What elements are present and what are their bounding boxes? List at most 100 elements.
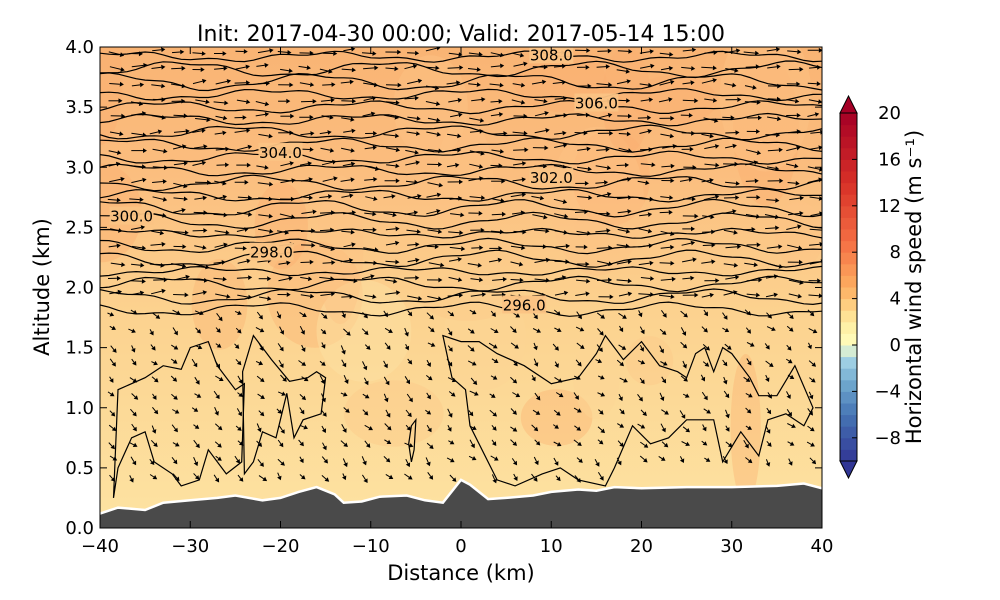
wind-arrow: [746, 277, 763, 283]
wind-arrow: [131, 245, 147, 251]
wind-arrow: [576, 112, 590, 118]
wind-arrow: [194, 195, 207, 201]
wind-arrow: [510, 326, 517, 333]
wind-arrow: [278, 260, 291, 266]
wind-arrow: [617, 440, 624, 447]
speed-patch: [420, 274, 515, 321]
y-axis: 0.0 0.5 1.0 1.5 2.0 2.5 3.0 3.5 4.0: [65, 37, 822, 539]
colorbar-segment: [840, 449, 857, 462]
wind-arrow: [172, 473, 180, 482]
wind-arrow: [490, 328, 499, 333]
wind-arrow: [533, 342, 538, 351]
colorbar-segment: [840, 403, 857, 416]
wind-arrow: [469, 163, 484, 169]
wind-arrow: [468, 51, 483, 57]
wind-arrow: [702, 424, 707, 432]
wind-arrow: [320, 409, 327, 417]
wind-arrow: [450, 212, 465, 218]
wind-arrow: [341, 67, 356, 73]
wind-arrow: [490, 52, 505, 58]
wind-arrow: [680, 341, 688, 349]
wind-arrow: [743, 227, 756, 232]
wind-arrow: [342, 473, 347, 481]
colorbar-segment: [840, 263, 857, 276]
wind-arrow: [682, 360, 687, 369]
wind-arrow: [743, 50, 760, 56]
wind-arrow: [639, 212, 653, 217]
wind-arrow: [703, 408, 711, 414]
wind-arrow: [342, 278, 358, 284]
wind-arrow: [554, 130, 567, 136]
wind-arrow: [428, 262, 445, 268]
wind-arrow: [280, 68, 293, 74]
wind-arrow: [404, 473, 413, 480]
wind-arrow: [596, 245, 613, 251]
wind-arrow: [702, 214, 715, 220]
wind-arrow: [534, 128, 550, 134]
wind-arrow: [701, 65, 717, 71]
wind-arrow: [660, 244, 675, 250]
isentrope-line: [100, 60, 822, 79]
wind-arrow: [258, 133, 273, 139]
wind-arrow: [765, 425, 771, 434]
wind-arrow: [745, 407, 752, 414]
wind-arrow: [577, 146, 591, 152]
wind-arrow: [510, 192, 527, 198]
wind-arrow: [364, 177, 378, 182]
wind-arrow: [491, 439, 497, 446]
wind-arrow: [404, 376, 410, 385]
x-tick-label: −30: [171, 536, 209, 557]
wind-arrow: [787, 441, 795, 446]
wind-arrow: [447, 408, 453, 418]
wind-arrow: [467, 262, 482, 268]
wind-arrow: [555, 112, 568, 118]
wind-arrow: [407, 50, 420, 56]
wind-arrow: [534, 392, 541, 401]
wind-arrow: [766, 312, 772, 319]
wind-arrow: [341, 423, 347, 433]
colorbar-tick-label: −4: [874, 381, 901, 402]
wind-arrow: [321, 159, 337, 166]
wind-arrow: [340, 345, 346, 355]
colorbar-segment: [840, 159, 857, 172]
wind-arrow: [808, 360, 816, 367]
wind-arrow: [109, 410, 116, 417]
wind-arrow: [682, 47, 697, 53]
wind-arrow: [385, 409, 391, 418]
wind-arrow: [321, 475, 330, 482]
wind-arrow: [131, 423, 137, 432]
wind-arrow: [130, 408, 137, 417]
wind-arrow: [510, 376, 518, 384]
wind-arrow: [785, 163, 799, 169]
wind-arrow: [575, 181, 589, 186]
contour-labels: 308.0 306.0 304.0 302.0 300.0 298.0 296.0: [109, 47, 619, 315]
wind-arrow: [321, 114, 334, 120]
wind-arrow: [299, 474, 306, 480]
wind-arrow: [278, 130, 294, 136]
wind-arrow: [385, 473, 394, 479]
colorbar-segment: [840, 217, 857, 230]
isentrope-line: [100, 50, 822, 63]
wind-arrow: [128, 328, 136, 333]
wind-arrow: [213, 260, 226, 265]
wind-arrow: [722, 376, 728, 385]
wind-arrow: [640, 441, 649, 448]
wind-arrow: [680, 375, 688, 382]
wind-arrow: [300, 99, 317, 104]
wind-arrow: [365, 196, 378, 201]
wind-arrow: [214, 242, 228, 248]
wind-arrow: [214, 130, 227, 136]
wind-arrow: [807, 408, 813, 416]
wind-arrow: [108, 150, 122, 155]
wind-arrow: [702, 229, 716, 235]
wind-arrow: [130, 456, 137, 466]
wind-arrow: [298, 65, 311, 70]
isentrope-line: [100, 301, 822, 317]
wind-arrow: [618, 147, 633, 153]
wind-arrow: [234, 80, 251, 86]
y-tick-label: 2.0: [65, 278, 94, 299]
wind-arrow: [701, 78, 717, 84]
wind-arrow: [192, 78, 207, 85]
wind-arrow: [809, 65, 822, 70]
wind-arrow: [788, 458, 793, 466]
